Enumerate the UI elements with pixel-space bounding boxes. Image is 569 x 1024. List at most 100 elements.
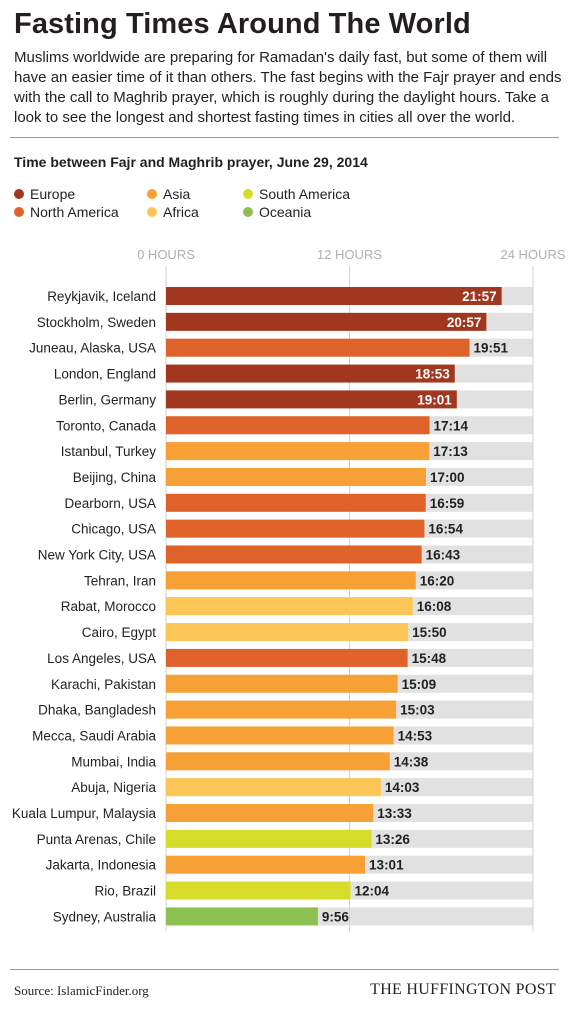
legend-item-north-america: North America [14, 203, 119, 221]
bar-istanbul-turkey [166, 442, 430, 461]
category-label: Dearborn, USA [64, 496, 156, 511]
bar-los-angeles-usa [166, 648, 408, 667]
data-label: 16:08 [417, 599, 452, 614]
data-label: 16:43 [426, 548, 461, 563]
category-label: Rabat, Morocco [61, 599, 156, 614]
legend-swatch-africa [147, 207, 157, 217]
bar-berlin-germany [166, 390, 457, 409]
bar-mecca-saudi-arabia [166, 726, 394, 745]
category-label: Dhaka, Bangladesh [38, 703, 156, 718]
bar-jakarta-indonesia [166, 855, 366, 874]
data-label: 16:59 [430, 496, 465, 511]
category-label: Juneau, Alaska, USA [29, 341, 156, 356]
bar-stockholm-sweden [166, 312, 487, 331]
legend-label-north-america: North America [30, 204, 119, 220]
category-label: Mumbai, India [71, 754, 156, 769]
bar-london-england [166, 364, 455, 383]
data-label: 13:33 [377, 806, 412, 821]
category-label: Cairo, Egypt [82, 625, 157, 640]
category-label: Kuala Lumpur, Malaysia [12, 806, 157, 821]
data-label: 19:01 [417, 392, 452, 407]
category-label: Mecca, Saudi Arabia [32, 728, 156, 743]
x-tick-label: 24 HOURS [500, 247, 565, 262]
legend-label-oceania: Oceania [259, 204, 312, 220]
legend-label-south-america: South America [259, 186, 351, 202]
bar-juneau-alaska-usa [166, 338, 470, 357]
bar-karachi-pakistan [166, 674, 398, 693]
legend-swatch-asia [147, 189, 157, 199]
category-label: Karachi, Pakistan [51, 677, 156, 692]
legend-item-africa: Africa [147, 203, 199, 221]
data-label: 14:38 [394, 754, 429, 769]
category-label: Rio, Brazil [94, 884, 156, 899]
data-label: 17:00 [430, 470, 465, 485]
legend-swatch-north-america [14, 207, 24, 217]
bar-dhaka-bangladesh [166, 700, 397, 719]
category-label: Jakarta, Indonesia [46, 858, 157, 873]
legend-swatch-south-america [243, 189, 253, 199]
legend-item-asia: Asia [147, 185, 190, 203]
bar-punta-arenas-chile [166, 829, 372, 848]
data-label: 19:51 [474, 341, 509, 356]
legend: Europe North America Asia Africa South A… [14, 185, 374, 225]
bar-reykjavik-iceland [166, 287, 502, 305]
bar-rio-brazil [166, 881, 351, 900]
data-label: 13:01 [369, 858, 404, 873]
legend-label-africa: Africa [163, 204, 199, 220]
source-note: Source: IslamicFinder.org [14, 983, 149, 998]
data-label: 15:50 [412, 625, 447, 640]
top-divider [10, 137, 559, 138]
bar-chart: 0 HOURS 12 HOURS 24 HOURS Reykjavik, Icelan… [12, 247, 566, 932]
x-tick-label: 12 HOURS [317, 247, 382, 262]
legend-item-oceania: Oceania [243, 203, 311, 221]
legend-swatch-europe [14, 189, 24, 199]
category-label: Sydney, Australia [53, 909, 157, 924]
category-label: Stockholm, Sweden [37, 315, 156, 330]
data-label: 12:04 [355, 884, 390, 899]
bar-mumbai-india [166, 752, 390, 771]
data-label: 16:54 [428, 522, 463, 537]
category-label: Abuja, Nigeria [71, 780, 156, 795]
data-label: 13:26 [375, 832, 410, 847]
category-label: New York City, USA [38, 548, 156, 563]
bar-rabat-morocco [166, 597, 413, 616]
category-label: Toronto, Canada [56, 418, 156, 433]
legend-item-south-america: South America [243, 185, 350, 203]
data-label: 15:09 [402, 677, 437, 692]
legend-item-europe: Europe [14, 185, 75, 203]
category-label: Los Angeles, USA [47, 651, 156, 666]
chart-title: Time between Fajr and Maghrib prayer, Ju… [14, 154, 368, 170]
category-label: London, England [54, 367, 156, 382]
data-label: 17:13 [433, 444, 468, 459]
legend-label-europe: Europe [30, 186, 76, 202]
category-label: Beijing, China [73, 470, 157, 485]
legend-swatch-oceania [243, 207, 253, 217]
bar-tehran-iran [166, 571, 416, 590]
x-tick-label: 0 HOURS [137, 247, 195, 262]
bottom-divider [10, 969, 559, 970]
data-label: 14:53 [398, 728, 433, 743]
data-label: 14:03 [385, 780, 420, 795]
data-label: 16:20 [420, 573, 455, 588]
category-label: Chicago, USA [71, 522, 156, 537]
data-label: 17:14 [434, 418, 469, 433]
data-label: 9:56 [322, 909, 350, 924]
bar-chicago-usa [166, 519, 425, 538]
category-label: Istanbul, Turkey [61, 444, 157, 459]
bar-toronto-canada [166, 416, 430, 435]
category-label: Tehran, Iran [84, 573, 156, 588]
data-label: 15:48 [412, 651, 447, 666]
page-title: Fasting Times Around The World [14, 8, 471, 40]
bar-beijing-china [166, 467, 426, 486]
publisher-logo: THE HUFFINGTON POST [370, 981, 556, 998]
legend-label-asia: Asia [163, 186, 191, 202]
bar-abuja-nigeria [166, 778, 381, 797]
bar-new-york-city-usa [166, 545, 422, 564]
bar-kuala-lumpur-malaysia [166, 804, 374, 822]
category-label: Reykjavik, Iceland [47, 289, 156, 304]
bar-sydney-australia [166, 907, 318, 926]
category-label: Berlin, Germany [58, 392, 156, 407]
category-label: Punta Arenas, Chile [37, 832, 156, 847]
intro-text: Muslims worldwide are preparing for Rama… [14, 49, 562, 126]
bar-dearborn-usa [166, 493, 426, 512]
